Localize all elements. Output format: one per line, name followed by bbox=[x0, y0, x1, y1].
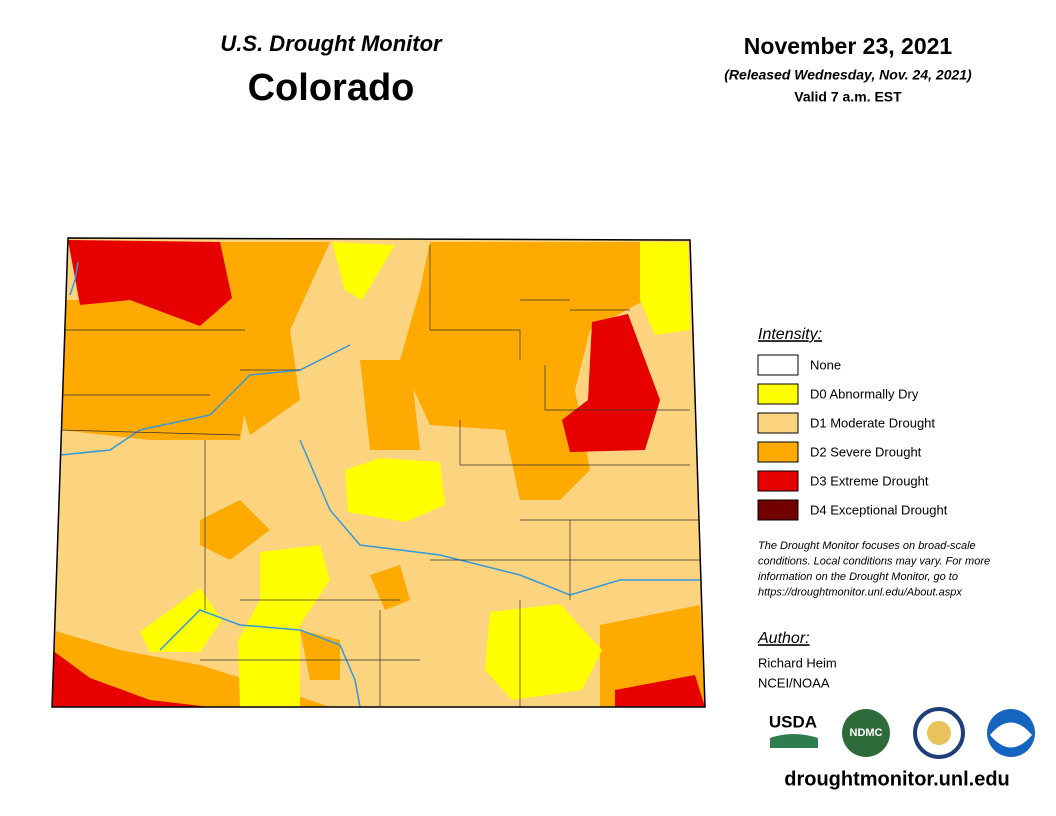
logo-usda: USDA bbox=[769, 712, 817, 731]
logo-ndmc bbox=[842, 709, 890, 757]
release-date: (Released Wednesday, Nov. 24, 2021) bbox=[724, 67, 972, 83]
note-line: conditions. Local conditions may vary. F… bbox=[758, 555, 990, 567]
legend-title: Intensity: bbox=[758, 326, 822, 343]
legend-swatch bbox=[757, 470, 799, 492]
map-region bbox=[640, 242, 690, 335]
valid-time: Valid 7 a.m. EST bbox=[794, 89, 902, 105]
map-region bbox=[345, 458, 445, 522]
legend-swatch bbox=[757, 412, 799, 434]
note-line: https://droughtmonitor.unl.edu/About.asp… bbox=[758, 586, 962, 598]
map-region bbox=[400, 242, 645, 500]
author-name: Richard Heim bbox=[758, 655, 837, 670]
map-region bbox=[615, 675, 705, 707]
state-name: Colorado bbox=[248, 67, 415, 109]
legend-label: D2 Severe Drought bbox=[810, 444, 922, 459]
legend-label: D1 Moderate Drought bbox=[810, 415, 935, 430]
note-line: The Drought Monitor focuses on broad-sca… bbox=[758, 540, 976, 552]
legend-swatch bbox=[757, 441, 799, 463]
legend-swatch bbox=[757, 383, 799, 405]
map-region bbox=[360, 360, 420, 450]
logo-noaa-inner bbox=[990, 722, 1032, 748]
map-region bbox=[200, 500, 270, 560]
legend-label: D4 Exceptional Drought bbox=[810, 502, 948, 517]
legend-label: D3 Extreme Drought bbox=[810, 473, 929, 488]
map-region bbox=[60, 300, 255, 440]
state-map bbox=[52, 238, 705, 707]
map-region bbox=[300, 630, 340, 680]
legend-swatch bbox=[757, 499, 799, 521]
state-outline bbox=[51, 237, 706, 708]
legend-swatch bbox=[757, 354, 799, 376]
map-region bbox=[485, 604, 602, 700]
logo-commerce-inner bbox=[927, 721, 951, 745]
date: November 23, 2021 bbox=[744, 33, 953, 59]
map-region bbox=[68, 240, 232, 326]
logo-usda-mark bbox=[770, 734, 818, 748]
legend-label: D0 Abnormally Dry bbox=[810, 386, 919, 401]
note: The Drought Monitor focuses on broad-sca… bbox=[758, 540, 990, 599]
map-region bbox=[52, 650, 210, 707]
url: droughtmonitor.unl.edu bbox=[784, 768, 1010, 790]
map-region bbox=[332, 242, 395, 300]
legend-label: None bbox=[810, 357, 841, 372]
map-region bbox=[370, 565, 410, 610]
map-region bbox=[238, 545, 330, 707]
logo-ndmc-text: NDMC bbox=[850, 727, 883, 739]
title: U.S. Drought Monitor bbox=[220, 31, 443, 56]
logos: USDA NDMC bbox=[769, 707, 1035, 759]
legend: None D0 Abnormally Dry D1 Moderate Drought… bbox=[757, 354, 948, 521]
map-region bbox=[140, 588, 222, 652]
map-region bbox=[220, 242, 330, 435]
county-lines bbox=[59, 245, 700, 707]
author-title: Author: bbox=[757, 630, 810, 647]
note-line: information on the Drought Monitor, go t… bbox=[758, 571, 958, 583]
map-region bbox=[562, 314, 660, 452]
author-org: NCEI/NOAA bbox=[758, 675, 830, 690]
